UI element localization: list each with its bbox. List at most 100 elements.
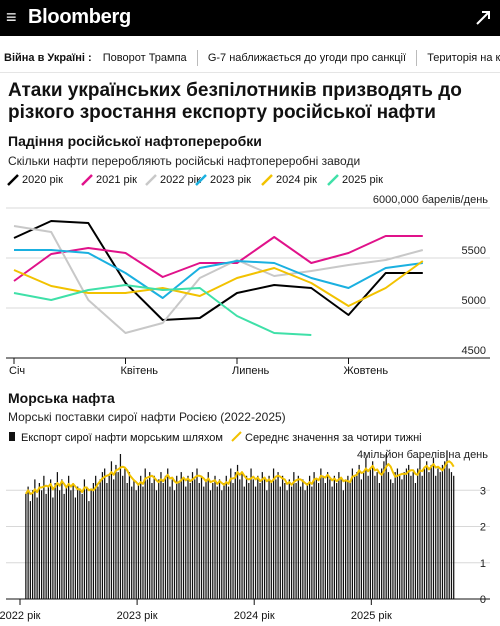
data-bar	[189, 483, 191, 599]
data-bar	[70, 490, 72, 600]
data-bar	[383, 461, 385, 600]
ticker-item[interactable]: Поворот Трампа	[102, 52, 187, 64]
moving-average-line	[25, 460, 455, 495]
data-bar	[61, 479, 63, 599]
data-bar	[419, 457, 421, 599]
data-bar	[115, 464, 117, 599]
data-bar	[441, 464, 444, 599]
data-bar	[203, 486, 205, 599]
bloomberg-logo[interactable]: Bloomberg	[28, 6, 131, 28]
data-bar	[227, 486, 230, 599]
data-bar	[263, 479, 266, 599]
data-bar	[158, 479, 160, 599]
data-bar	[333, 475, 335, 600]
data-bar	[43, 475, 45, 600]
data-bar	[180, 472, 182, 599]
data-bar	[311, 486, 313, 599]
data-bar	[106, 483, 108, 599]
data-bar	[412, 472, 414, 599]
data-bar	[277, 472, 279, 599]
data-bar	[405, 468, 408, 599]
data-bar	[293, 472, 295, 599]
data-bar	[367, 475, 369, 600]
data-bar	[77, 486, 79, 599]
refining-line-chart: 2020 рік 2021 рік 2022 рік 2023 рік 2024 рік…	[6, 174, 490, 377]
ticker-item[interactable]: Територія на кону	[427, 52, 500, 64]
data-bar	[221, 490, 223, 600]
x-tick-label: 2022 рік	[0, 610, 41, 622]
data-bar	[207, 472, 209, 599]
legend-swatch	[7, 174, 19, 186]
data-bar	[151, 483, 153, 599]
data-bar	[142, 486, 144, 599]
data-bar	[327, 472, 329, 599]
data-bar	[198, 483, 200, 599]
data-bar	[250, 468, 252, 599]
data-bar	[245, 475, 248, 600]
data-bar	[322, 475, 324, 600]
data-bar	[52, 497, 54, 599]
data-bar	[430, 464, 432, 599]
data-bar	[135, 490, 137, 600]
data-bar	[297, 475, 299, 600]
data-bar	[254, 486, 257, 599]
data-bar	[315, 479, 317, 599]
x-tick-label: Жовтень	[344, 365, 389, 377]
y-tick-label: 5500	[462, 245, 486, 257]
data-bar	[178, 483, 180, 599]
data-bar	[38, 483, 40, 599]
data-bar	[342, 490, 344, 600]
y-tick-label: 1	[480, 558, 486, 570]
data-bar	[392, 483, 394, 599]
data-bar	[185, 486, 187, 599]
data-bar	[140, 475, 142, 600]
data-bar	[349, 483, 351, 599]
data-bar	[146, 479, 149, 599]
ticker-lead[interactable]: Війна в Україні :	[4, 52, 92, 64]
data-bar	[401, 479, 403, 599]
legend-label: Середнє значення за чотири тижні	[245, 432, 422, 444]
legend-label: 2023 рік	[210, 174, 251, 186]
y-tick-label: 3	[480, 485, 486, 497]
data-bar	[74, 497, 77, 599]
data-bar	[65, 486, 68, 599]
data-bar	[27, 486, 29, 599]
data-bar	[212, 483, 214, 599]
data-bar	[281, 475, 284, 600]
x-tick-label: 2023 рік	[117, 610, 158, 622]
series-line	[13, 220, 423, 321]
data-bar	[164, 475, 167, 600]
data-bar	[196, 468, 198, 599]
data-bar	[378, 483, 381, 599]
data-bar	[99, 479, 101, 599]
data-bar	[173, 490, 176, 600]
data-bar	[191, 472, 194, 599]
chart2-title: Морська нафта	[8, 390, 115, 406]
data-bar	[286, 490, 288, 600]
data-bar	[347, 475, 349, 600]
ticker-item[interactable]: G-7 наближається до угоди про санкції	[207, 52, 407, 64]
data-bar	[230, 468, 232, 599]
data-bar	[200, 475, 203, 600]
data-bar	[358, 464, 360, 599]
data-bar	[54, 483, 56, 599]
data-bar	[414, 483, 417, 599]
share-icon[interactable]	[474, 9, 492, 27]
data-bar	[387, 472, 390, 599]
data-bar	[428, 472, 430, 599]
data-bar	[160, 472, 162, 599]
data-bar	[239, 479, 241, 599]
data-bar	[324, 483, 326, 599]
data-bar	[308, 475, 311, 600]
data-bar	[410, 475, 412, 600]
legend-label: 2021 рік	[96, 174, 137, 186]
data-bar	[268, 475, 270, 600]
data-bar	[36, 497, 38, 599]
data-bar	[336, 483, 338, 599]
data-bar	[72, 483, 74, 599]
data-bar	[92, 483, 95, 599]
data-bar	[290, 486, 293, 599]
data-bar	[259, 483, 261, 599]
hamburger-icon[interactable]: ≡	[6, 7, 17, 27]
data-bar	[86, 486, 88, 599]
